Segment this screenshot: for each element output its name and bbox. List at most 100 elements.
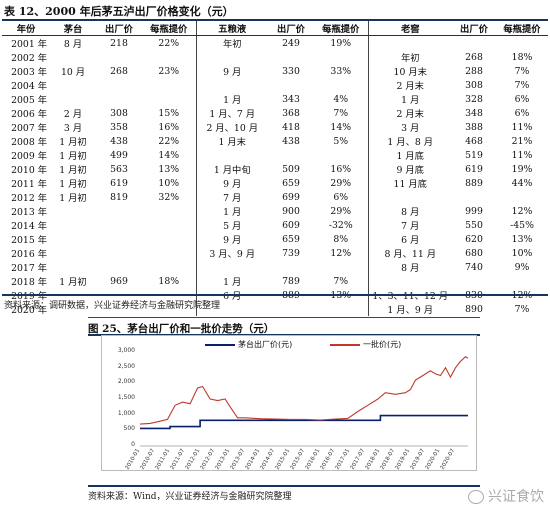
table-cell: 14% bbox=[314, 120, 369, 134]
table-cell: 1 月、7 月 bbox=[209, 109, 256, 120]
y-tick-label: 1,500 bbox=[117, 394, 135, 401]
table-source-note: 资料来源：调研数据，兴业证券经济与金融研究院整理 bbox=[4, 301, 221, 311]
legend-label-wholesale: 一批价(元) bbox=[363, 340, 402, 349]
table-row: 2020 年 1 月、9 月 890 7% bbox=[2, 302, 548, 316]
table-cell: 1 月、9 月 bbox=[387, 305, 434, 316]
table-cell bbox=[452, 190, 496, 204]
table-top-rule bbox=[2, 19, 548, 21]
table-row: 2016 年 3 月、9 月 739 12% 8 月、11 月 680 10% bbox=[2, 246, 548, 260]
table-cell: 1 月底 bbox=[396, 151, 424, 162]
table-cell: 8% bbox=[314, 232, 369, 246]
watermark: 兴证食饮 bbox=[468, 486, 544, 506]
table-cell: 330 bbox=[282, 65, 300, 77]
table-cell: 328 bbox=[465, 93, 483, 105]
table-cell: 1 月初 bbox=[59, 193, 87, 204]
table-cell: 1 月初 bbox=[59, 165, 87, 176]
table-cell: 32% bbox=[142, 190, 197, 204]
table-cell bbox=[142, 92, 197, 106]
table-cell: 3 月 bbox=[401, 123, 420, 134]
table-cell: 21% bbox=[511, 135, 533, 147]
table-cell: 348 bbox=[465, 107, 483, 119]
table-title: 表 12、2000 年后茅五泸出厂价格变化（元） bbox=[4, 5, 234, 18]
header-cell: 老窖 bbox=[368, 21, 452, 36]
table-cell bbox=[496, 36, 548, 51]
table-cell: 18% bbox=[511, 51, 533, 63]
table-cell: 619 bbox=[465, 163, 483, 175]
table-cell bbox=[50, 232, 96, 246]
table-row: 2002 年 年初 268 18% bbox=[2, 50, 548, 64]
table-cell bbox=[314, 260, 369, 274]
table-cell: 659 bbox=[282, 233, 300, 245]
legend-wholesale-price: 一批价(元) bbox=[330, 339, 401, 350]
table-cell bbox=[142, 302, 197, 316]
table-cell: 6% bbox=[314, 190, 369, 204]
table-cell: 2004 年 bbox=[11, 81, 47, 92]
table-cell bbox=[196, 148, 268, 162]
table-cell bbox=[50, 260, 96, 274]
header-cell: 五粮液 bbox=[196, 21, 268, 36]
y-tick-label: 3,000 bbox=[117, 347, 135, 354]
table-cell: 1 月末 bbox=[218, 137, 246, 148]
table-cell: 699 bbox=[282, 191, 300, 203]
header-cell: 每瓶提价 bbox=[314, 21, 369, 36]
table-cell: 9% bbox=[514, 261, 530, 273]
table-cell: 6 月 bbox=[401, 235, 420, 246]
table-cell: 1 月 bbox=[401, 95, 420, 106]
table-cell: 890 bbox=[465, 303, 483, 315]
table-cell bbox=[314, 78, 369, 92]
legend-label-factory: 茅台出厂价(元) bbox=[238, 340, 293, 349]
table-cell: 18% bbox=[142, 274, 197, 288]
table-cell bbox=[96, 204, 142, 218]
table-cell: 368 bbox=[282, 107, 300, 119]
table-cell: 8 月 bbox=[401, 207, 420, 218]
wechat-icon bbox=[468, 490, 484, 504]
table-cell: 3 月 bbox=[63, 123, 83, 134]
table-cell: 218 bbox=[110, 37, 128, 49]
table-row: 2001 年 8 月 218 22% 年初 249 19% bbox=[2, 35, 548, 51]
table-cell: 889 bbox=[465, 177, 483, 189]
table-cell bbox=[368, 190, 452, 204]
table-cell: 1 月初 bbox=[59, 277, 87, 288]
table-cell bbox=[142, 78, 197, 92]
table-cell: 11% bbox=[511, 121, 533, 133]
table-cell: 2016 年 bbox=[11, 249, 47, 260]
table-cell: 2 月末 bbox=[396, 109, 424, 120]
table-cell bbox=[268, 78, 314, 92]
table-cell: 12% bbox=[511, 205, 533, 217]
table-cell: 7% bbox=[514, 65, 530, 77]
table-cell: 343 bbox=[282, 93, 300, 105]
table-row: 2008 年 1 月初 438 22% 1 月末 438 5% 1 月、8 月 468 21% bbox=[2, 134, 548, 148]
table-cell: 2010 年 bbox=[11, 165, 47, 176]
table-cell: 11 月底 bbox=[393, 179, 427, 190]
y-tick-label: 500 bbox=[123, 425, 135, 433]
table-cell bbox=[314, 50, 369, 64]
table-cell: 1 月初 bbox=[59, 151, 87, 162]
factory-price-line bbox=[140, 414, 468, 430]
table-cell: 1 月 bbox=[223, 207, 242, 218]
table-cell: 519 bbox=[465, 149, 483, 161]
table-cell: 2014 年 bbox=[11, 221, 47, 232]
header-cell: 出厂价 bbox=[268, 21, 314, 36]
table-cell: 2 月、10 月 bbox=[206, 123, 259, 134]
table-row: 2003 年 10 月 268 23% 9 月 330 33% 10 月末 288 7% bbox=[2, 64, 548, 78]
table-cell bbox=[142, 204, 197, 218]
table-cell: 10% bbox=[142, 176, 197, 190]
table-cell: 288 bbox=[465, 65, 483, 77]
table-cell: 10% bbox=[511, 247, 533, 259]
figure-source-note: 资料来源：Wind，兴业证券经济与金融研究院整理 bbox=[88, 492, 292, 502]
header-cell: 出厂价 bbox=[452, 21, 496, 36]
table-cell bbox=[142, 232, 197, 246]
table-row: 2007 年 3 月 358 16% 2 月、10 月 418 14% 3 月 388 11% bbox=[2, 120, 548, 134]
y-tick-label: 0 bbox=[131, 441, 135, 448]
table-cell bbox=[142, 246, 197, 260]
table-cell: 8 月 bbox=[63, 39, 83, 50]
table-cell: 969 bbox=[110, 275, 128, 287]
table-cell: 2001 年 bbox=[11, 39, 47, 50]
table-cell: 739 bbox=[282, 247, 300, 259]
table-cell bbox=[368, 36, 452, 51]
figure-title: 图 25、茅台出厂价和一批价走势（元） bbox=[88, 323, 275, 335]
table-cell: 年初 bbox=[222, 39, 242, 50]
table-cell bbox=[96, 50, 142, 64]
table-cell: 609 bbox=[282, 219, 300, 231]
table-row: 2012 年 1 月初 819 32% 7 月 699 6% bbox=[2, 190, 548, 204]
